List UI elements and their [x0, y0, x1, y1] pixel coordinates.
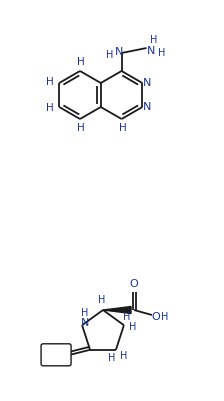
Text: H: H — [46, 77, 54, 87]
Text: O: O — [130, 279, 138, 289]
Text: N: N — [143, 78, 152, 88]
Text: N: N — [81, 318, 89, 328]
Text: H: H — [119, 123, 126, 133]
Text: H: H — [108, 353, 116, 363]
Text: H: H — [120, 351, 128, 361]
Text: H: H — [161, 312, 169, 322]
Text: H: H — [77, 57, 85, 67]
Text: H: H — [77, 123, 85, 133]
Text: H: H — [98, 295, 106, 305]
Text: H: H — [150, 35, 157, 45]
Text: H: H — [46, 103, 54, 113]
Text: Abs: Abs — [48, 350, 64, 359]
Text: H: H — [129, 322, 137, 332]
Text: O: O — [152, 312, 160, 322]
Text: H: H — [123, 312, 131, 322]
Text: N: N — [114, 47, 123, 57]
Text: H: H — [106, 50, 113, 60]
Polygon shape — [103, 306, 131, 314]
FancyBboxPatch shape — [41, 344, 71, 366]
Text: N: N — [146, 46, 155, 56]
Text: H: H — [158, 48, 165, 58]
Text: N: N — [143, 102, 152, 112]
Text: H: H — [81, 308, 89, 318]
